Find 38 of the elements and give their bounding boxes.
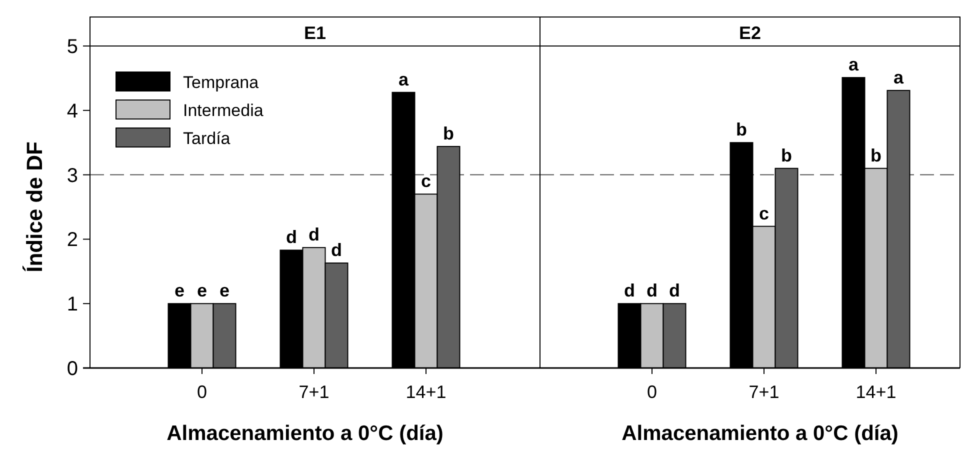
data-label: d: [286, 227, 297, 248]
data-label: c: [420, 171, 432, 192]
y-tick-label: 3: [66, 164, 78, 187]
y-tick-label: 4: [66, 100, 78, 122]
data-label: a: [398, 69, 410, 90]
data-label: a: [893, 67, 904, 88]
legend-label: Intermedia: [183, 100, 264, 120]
data-label: d: [669, 280, 680, 301]
data-label: d: [331, 240, 342, 260]
x-tick-label: 7+1: [748, 382, 780, 402]
data-label: b: [443, 123, 454, 144]
data-label: e: [174, 280, 185, 301]
y-tick-label: 1: [66, 294, 78, 316]
y-axis-title: Índice de DF: [22, 142, 47, 272]
data-label: c: [758, 203, 770, 224]
data-label: b: [870, 145, 882, 166]
x-axis-title: Almacenamiento a 0°C (día): [166, 422, 444, 445]
legend-label: Temprana: [183, 72, 260, 92]
x-tick-label: 14+1: [856, 382, 896, 402]
x-tick-label: 0: [196, 382, 208, 402]
x-tick-label: 14+1: [406, 382, 446, 402]
legend-label: Tardía: [183, 128, 231, 148]
x-tick-label: 7+1: [298, 382, 330, 402]
data-label: b: [736, 120, 747, 140]
chart-title: E2: [738, 23, 762, 43]
data-label: b: [781, 145, 792, 166]
x-tick-label: 0: [646, 382, 658, 402]
y-tick-label: 2: [66, 229, 78, 252]
data-label: d: [646, 280, 658, 301]
x-axis-title: Almacenamiento a 0°C (día): [622, 422, 898, 445]
chart-title: E1: [304, 23, 326, 43]
data-label: e: [219, 280, 230, 301]
data-label: d: [308, 224, 320, 245]
data-label: e: [196, 280, 208, 301]
y-tick-label: 0: [66, 358, 78, 380]
data-label: a: [848, 54, 860, 75]
data-label: d: [624, 280, 635, 301]
y-tick-label: 5: [66, 36, 78, 58]
